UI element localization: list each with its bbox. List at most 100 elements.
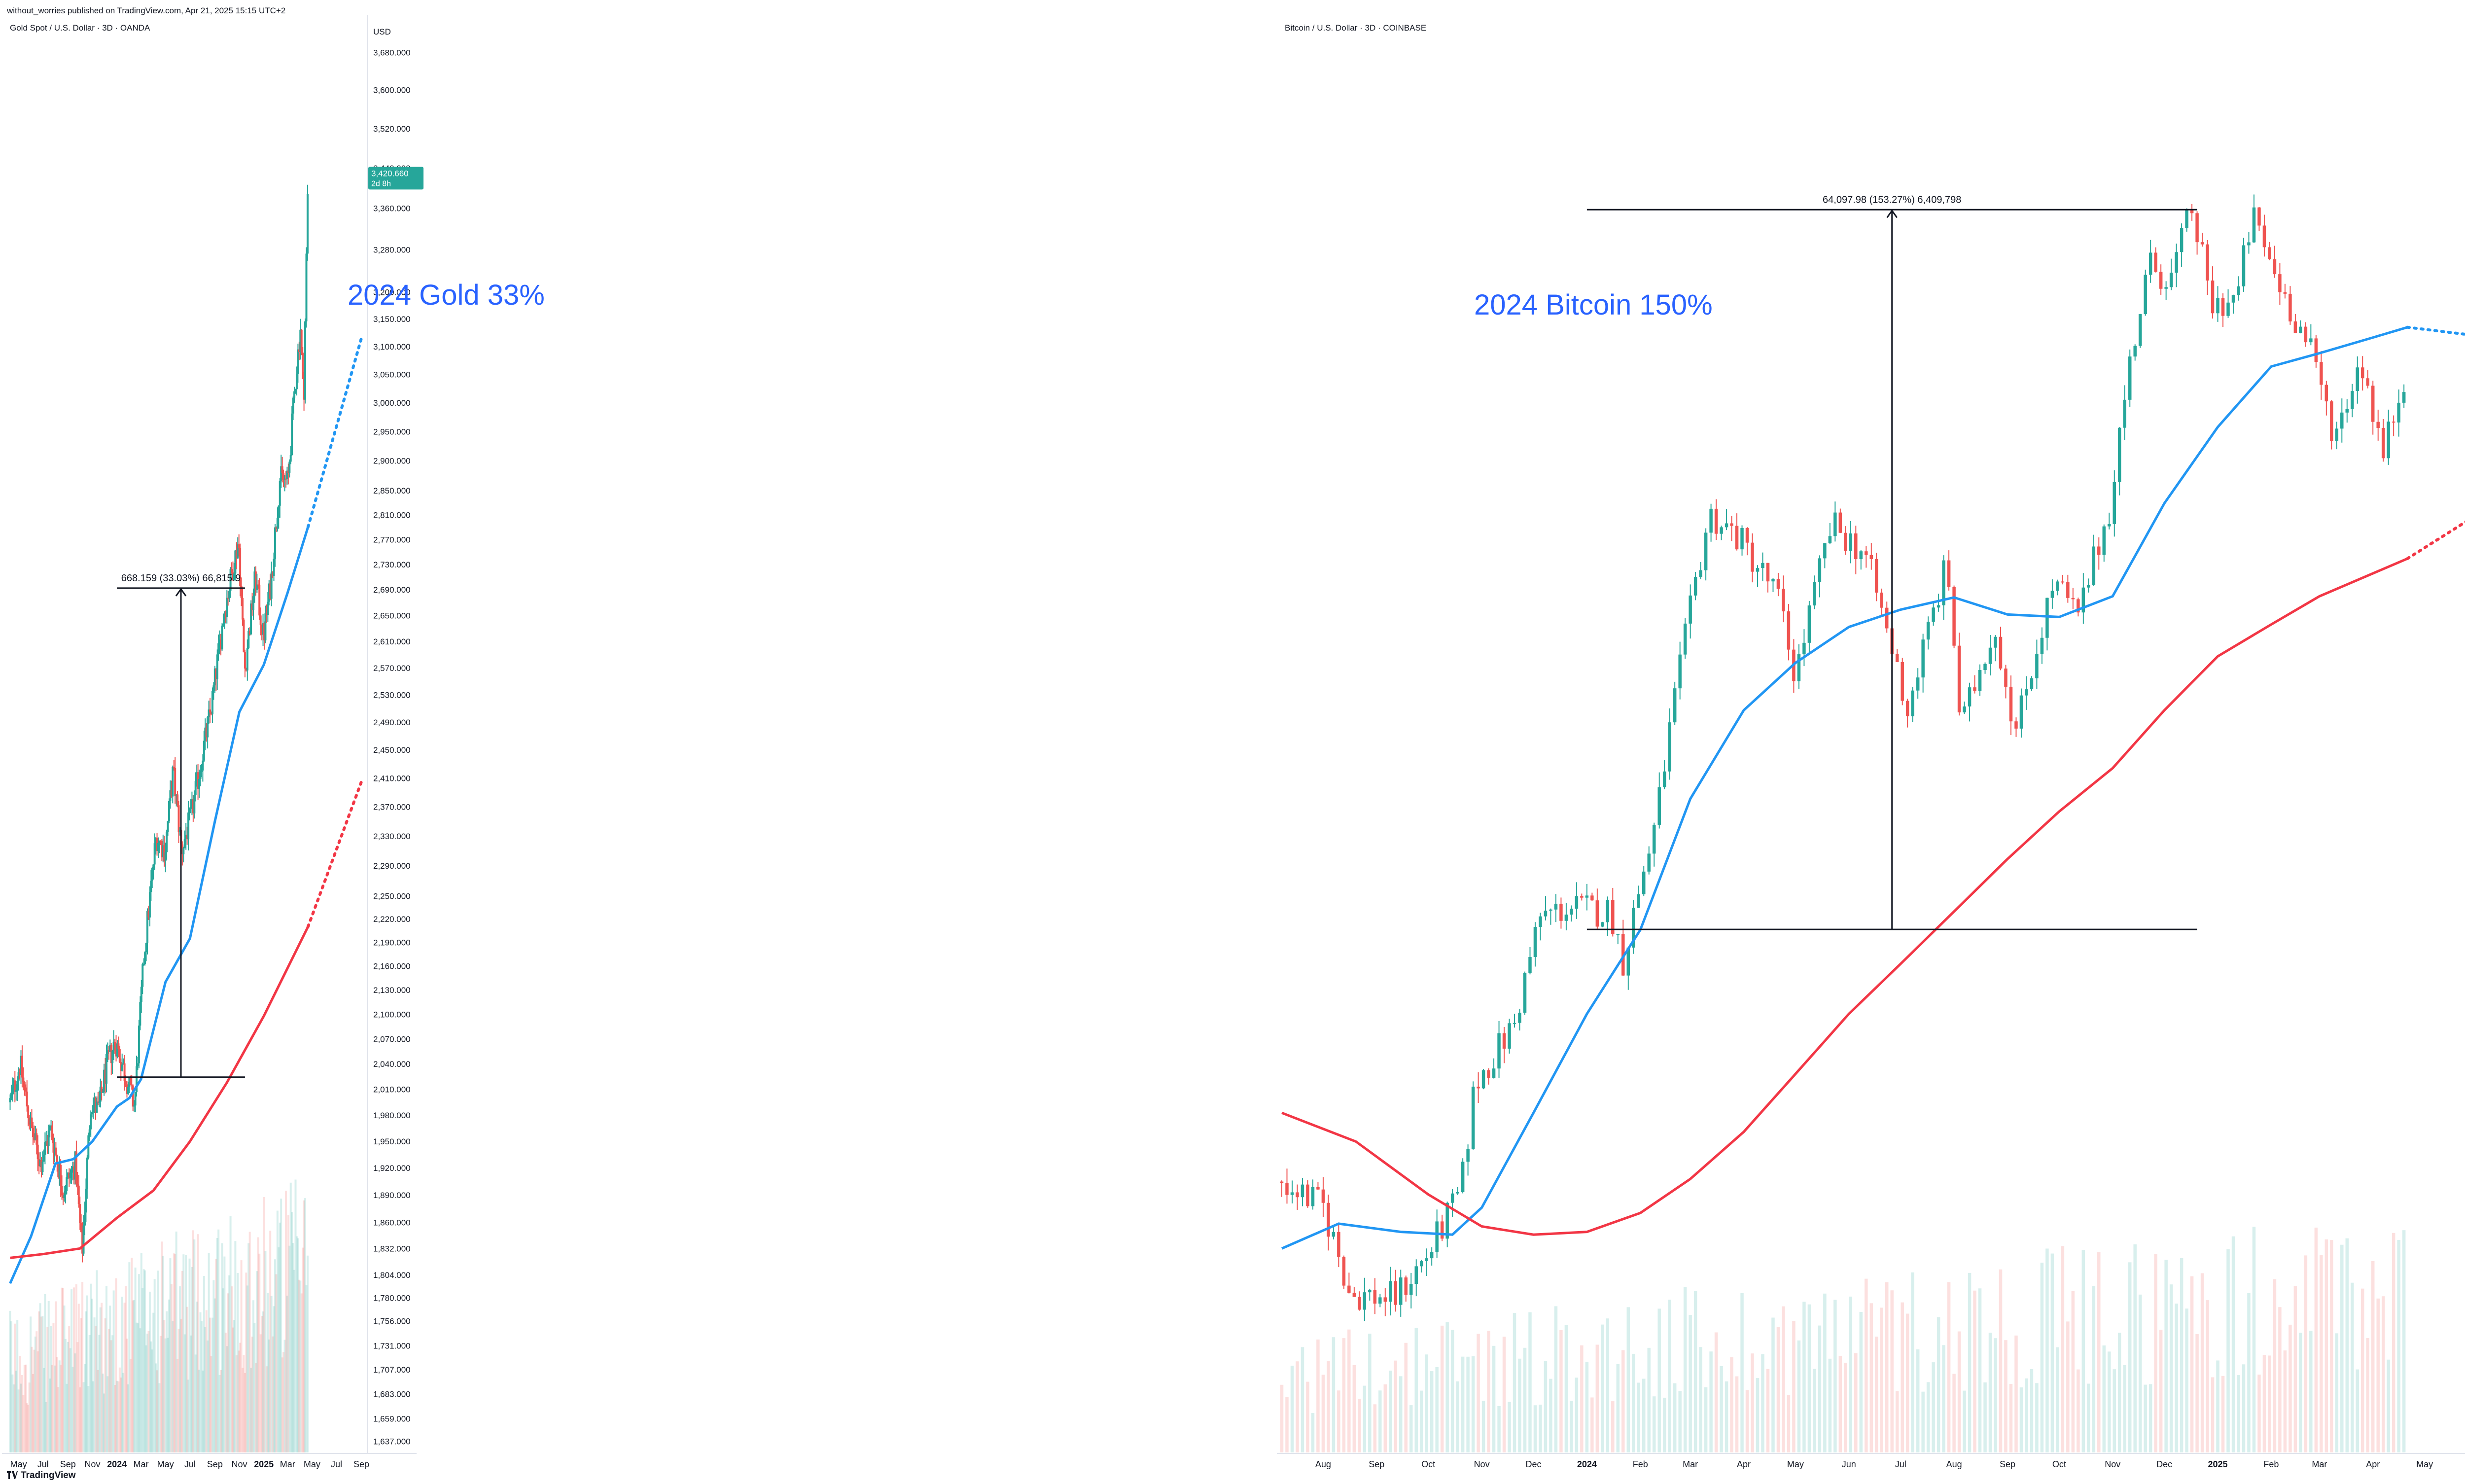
volume-bar xyxy=(1347,1329,1351,1452)
volume-bar xyxy=(1957,1331,1961,1452)
x-tick-label: Sep xyxy=(207,1459,223,1469)
volume-bar xyxy=(267,1293,269,1452)
x-tick-label: Jul xyxy=(37,1459,49,1469)
volume-bar xyxy=(205,1310,208,1452)
volume-bar xyxy=(2226,1249,2230,1452)
candle-body xyxy=(2340,412,2344,429)
candle-body xyxy=(269,583,272,599)
volume-bar xyxy=(232,1327,234,1452)
y-tick-label: 1,920.000 xyxy=(373,1164,411,1173)
volume-bar xyxy=(2216,1360,2219,1452)
candle-body xyxy=(2154,252,2157,272)
candle-body xyxy=(60,1165,62,1186)
candle-body xyxy=(193,795,196,813)
candle-body xyxy=(1678,654,1682,689)
volume-bar xyxy=(1471,1356,1475,1452)
x-tick-label: Dec xyxy=(2156,1459,2172,1469)
volume-bar xyxy=(136,1322,138,1452)
volume-bar xyxy=(1487,1331,1490,1452)
candle-body xyxy=(2175,252,2178,273)
volume-bar xyxy=(61,1287,63,1452)
volume-bar xyxy=(199,1312,202,1452)
volume-bar xyxy=(32,1374,34,1452)
candle-body xyxy=(1869,555,1873,559)
candle-body xyxy=(289,455,292,462)
candle-body xyxy=(2252,207,2256,243)
candle-body xyxy=(2164,287,2168,289)
volume-bar xyxy=(1570,1401,1573,1452)
volume-bar xyxy=(2402,1230,2406,1452)
volume-bar xyxy=(151,1349,153,1452)
candle-body xyxy=(288,461,291,473)
volume-bar xyxy=(203,1276,205,1452)
candle-body xyxy=(126,1084,128,1094)
candle-body xyxy=(155,838,157,844)
ma-long-line-projection xyxy=(2406,520,2465,561)
candle-body xyxy=(1875,559,1878,593)
candle-body xyxy=(93,1097,96,1105)
candle-body xyxy=(256,584,258,590)
candle-body xyxy=(262,623,264,635)
volume-bar xyxy=(293,1270,296,1452)
candle-body xyxy=(181,844,183,854)
y-tick-label: 2,330.000 xyxy=(373,832,411,841)
y-tick-label: 3,520.000 xyxy=(373,124,411,134)
x-tick-label: May xyxy=(157,1459,174,1469)
candle-body xyxy=(2242,245,2246,286)
x-tick-label: 2025 xyxy=(2208,1459,2228,1469)
volume-bar xyxy=(198,1370,201,1452)
candle-body xyxy=(134,1092,137,1106)
candle-body xyxy=(28,1118,31,1125)
volume-bar xyxy=(2077,1369,2080,1452)
volume-bar xyxy=(1818,1325,1822,1452)
candle-body xyxy=(1368,1290,1372,1293)
volume-bar xyxy=(2040,1263,2044,1452)
candle-body xyxy=(175,794,177,796)
x-tick-label: Mar xyxy=(2312,1459,2327,1469)
volume-bar xyxy=(112,1290,115,1452)
volume-bar xyxy=(1678,1391,1682,1452)
candle-body xyxy=(306,194,309,254)
candle-body xyxy=(172,767,174,797)
candle-body xyxy=(2273,259,2277,275)
volume-bar xyxy=(2164,1260,2168,1452)
candle-body xyxy=(169,790,172,801)
candle-body xyxy=(10,1093,12,1098)
volume-bar xyxy=(87,1386,90,1452)
volume-bar xyxy=(1916,1349,1920,1452)
volume-bar xyxy=(2087,1383,2090,1452)
candle-body xyxy=(1745,528,1749,543)
candle-body xyxy=(1383,1297,1387,1302)
candle-body xyxy=(1833,512,1837,536)
volume-bar xyxy=(57,1387,60,1452)
candle-body xyxy=(223,613,226,625)
volume-bar xyxy=(1668,1300,1671,1452)
candle-body xyxy=(194,781,197,795)
candle-body xyxy=(272,572,274,576)
candle-body xyxy=(25,1087,27,1092)
volume-bar xyxy=(139,1328,141,1452)
candle-body xyxy=(17,1072,20,1081)
volume-bar xyxy=(2381,1296,2385,1452)
volume-bar xyxy=(64,1339,67,1452)
candle-body xyxy=(1450,1193,1454,1203)
volume-bar xyxy=(234,1241,237,1452)
candle-body xyxy=(2351,391,2354,409)
volume-bar xyxy=(1456,1381,1459,1452)
measure-arrow-head xyxy=(1886,209,1898,218)
volume-bar xyxy=(2009,1383,2013,1452)
volume-bar xyxy=(306,1255,309,1452)
candle-body xyxy=(1911,690,1914,716)
y-tick-label: 1,890.000 xyxy=(373,1191,411,1200)
volume-bar xyxy=(1321,1375,1325,1452)
volume-bar xyxy=(263,1197,265,1452)
volume-bar xyxy=(2128,1262,2132,1452)
x-tick-label: May xyxy=(10,1459,27,1469)
candle-body xyxy=(116,1043,118,1057)
candle-body xyxy=(1389,1281,1392,1302)
volume-bar xyxy=(298,1279,300,1452)
volume-bar xyxy=(2180,1258,2183,1452)
volume-bar xyxy=(1559,1330,1563,1452)
candle-body xyxy=(1802,642,1806,655)
volume-bar xyxy=(170,1284,173,1452)
